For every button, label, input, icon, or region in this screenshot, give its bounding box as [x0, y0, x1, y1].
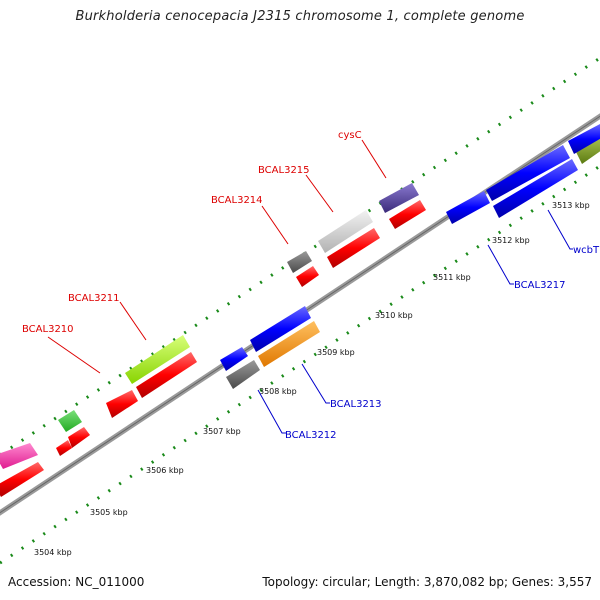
gene-feature[interactable]: [287, 251, 312, 273]
gene-feature[interactable]: [486, 145, 570, 201]
gene-feature[interactable]: [576, 138, 600, 164]
gene-label[interactable]: cysC: [338, 130, 362, 141]
gene-label[interactable]: BCAL3213: [330, 399, 382, 410]
kbp-labels: 3504 kbp 3505 kbp 3506 kbp 3507 kbp 3508…: [34, 201, 590, 557]
gene-feature[interactable]: [125, 335, 190, 384]
kbp-tick-label: 3511 kbp: [433, 273, 471, 282]
kbp-tick-label: 3509 kbp: [317, 348, 355, 357]
gene-feature[interactable]: [318, 210, 373, 253]
gene-label[interactable]: BCAL3211: [68, 293, 120, 304]
topology-text: Topology: circular; Length: 3,870,082 bp…: [262, 575, 592, 589]
gene-feature[interactable]: [493, 159, 578, 218]
map-title: Burkholderia cenocepacia J2315 chromosom…: [75, 9, 525, 24]
gene-feature[interactable]: [389, 200, 426, 229]
kbp-tick-label: 3510 kbp: [375, 311, 413, 320]
gene-feature[interactable]: [220, 347, 248, 371]
gene-feature[interactable]: [258, 321, 320, 367]
gene-feature[interactable]: [56, 440, 72, 456]
forward-leaders: [47, 139, 387, 374]
gene-feature[interactable]: [58, 410, 82, 432]
gene-feature[interactable]: [226, 360, 260, 389]
gene-feature[interactable]: [296, 266, 319, 287]
kbp-tick-label: 3506 kbp: [146, 466, 184, 475]
gene-feature[interactable]: [379, 183, 419, 213]
gene-feature[interactable]: [0, 462, 44, 497]
kbp-tick-label: 3508 kbp: [259, 387, 297, 396]
kbp-tick-label: 3512 kbp: [492, 236, 530, 245]
forward-features: [0, 138, 600, 497]
gene-label[interactable]: BCAL3214: [211, 195, 263, 206]
reverse-features: [220, 124, 600, 389]
gene-feature[interactable]: [0, 443, 38, 469]
gene-label[interactable]: BCAL3217: [514, 280, 566, 291]
gene-label[interactable]: BCAL3210: [22, 324, 74, 335]
reverse-leaders: [257, 209, 573, 434]
gene-feature[interactable]: [568, 124, 600, 154]
gene-feature[interactable]: [136, 352, 197, 398]
outer-tick-track: [0, 56, 600, 457]
gene-feature[interactable]: [106, 390, 138, 418]
accession-text: Accession: NC_011000: [8, 575, 145, 589]
kbp-tick-label: 3505 kbp: [90, 508, 128, 517]
kbp-tick-label: 3504 kbp: [34, 548, 72, 557]
kbp-tick-label: 3513 kbp: [552, 201, 590, 210]
gene-feature[interactable]: [446, 191, 490, 224]
kbp-tick-label: 3507 kbp: [203, 427, 241, 436]
inner-tick-track: [0, 164, 600, 565]
gene-label[interactable]: BCAL3215: [258, 165, 310, 176]
gene-labels: BCAL3210 BCAL3211 BCAL3214 BCAL3215 cysC…: [22, 130, 600, 441]
gene-feature[interactable]: [250, 306, 311, 352]
gene-feature[interactable]: [327, 228, 380, 268]
gene-label[interactable]: wcbT: [573, 245, 600, 256]
gene-label[interactable]: BCAL3212: [285, 430, 337, 441]
gene-feature[interactable]: [68, 427, 90, 448]
